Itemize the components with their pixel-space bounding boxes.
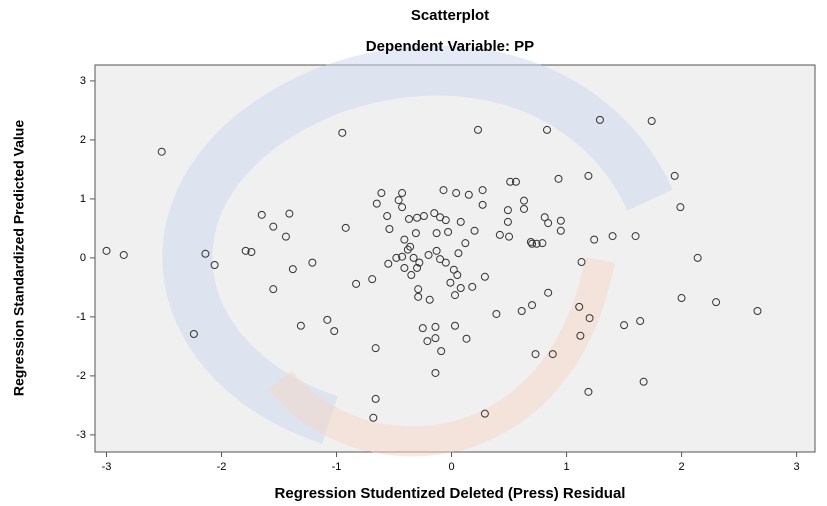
- x-tick-label: -3: [102, 461, 112, 473]
- x-tick-label: 0: [448, 461, 454, 473]
- x-tick-label: -1: [332, 461, 342, 473]
- x-tick-label: 2: [679, 461, 685, 473]
- y-tick-label: -1: [76, 311, 86, 323]
- y-tick-label: 0: [80, 252, 86, 264]
- y-tick-label: -2: [76, 370, 86, 382]
- chart-title: Scatterplot: [411, 7, 489, 24]
- y-tick-label: 2: [80, 134, 86, 146]
- x-tick-label: 1: [564, 461, 570, 473]
- chart-subtitle: Dependent Variable: PP: [366, 38, 534, 55]
- x-tick-label: 3: [794, 461, 800, 473]
- x-tick-label: -2: [217, 461, 227, 473]
- y-axis-label: Regression Standardized Predicted Value: [11, 120, 27, 396]
- y-tick-label: 3: [80, 75, 86, 87]
- chart: Scatterplot Dependent Variable: PP Regre…: [0, 0, 827, 506]
- y-tick-label: 1: [80, 193, 86, 205]
- x-axis-label: Regression Studentized Deleted (Press) R…: [275, 485, 626, 502]
- y-tick-label: -3: [76, 429, 86, 441]
